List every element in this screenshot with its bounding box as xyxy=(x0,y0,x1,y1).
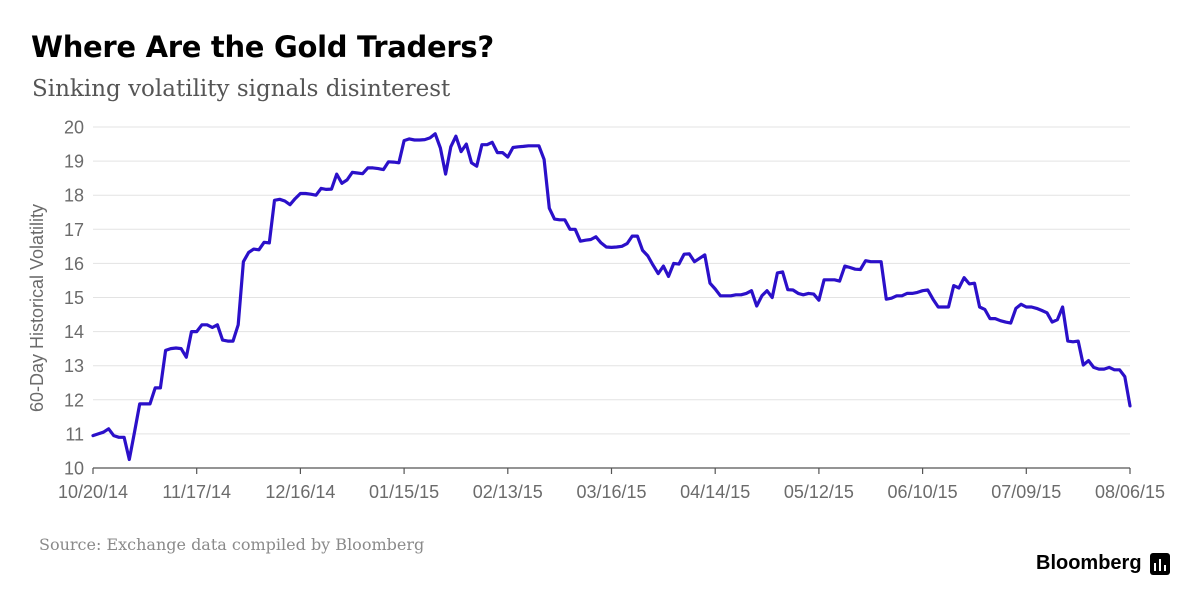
x-tick-label: 08/06/15 xyxy=(1095,482,1165,502)
y-axis-title: 60-Day Historical Volatility xyxy=(27,204,47,412)
gridlines xyxy=(93,126,1130,435)
x-tick-label: 02/13/15 xyxy=(473,482,543,502)
y-tick-label: 16 xyxy=(64,254,84,274)
y-tick-label: 10 xyxy=(64,459,84,479)
y-tick-label: 19 xyxy=(64,152,84,172)
axes: 10 11 12 13 14 15 16 17 18 19 20 10/20/14 11/17/14 12… xyxy=(58,118,1165,503)
y-tick-label: 20 xyxy=(64,118,84,138)
y-tick-label: 12 xyxy=(64,390,84,410)
x-tick-label: 07/09/15 xyxy=(991,482,1061,502)
source-note: Source: Exchange data compiled by Bloomb… xyxy=(39,535,425,554)
y-tick-label: 17 xyxy=(64,220,84,240)
y-tick-label: 18 xyxy=(64,186,84,206)
x-tick-label: 05/12/15 xyxy=(784,482,854,502)
bloomberg-logo: Bloomberg xyxy=(1036,552,1170,575)
x-tick-label: 04/14/15 xyxy=(680,482,750,502)
x-tick-label: 01/15/15 xyxy=(369,482,439,502)
x-tick-label: 11/17/14 xyxy=(162,482,231,502)
y-tick-label: 14 xyxy=(64,322,84,342)
series-line xyxy=(91,132,1132,462)
bloomberg-terminal-icon xyxy=(1149,552,1170,575)
x-tick-label: 10/20/14 xyxy=(58,482,128,502)
x-tick-label: 06/10/15 xyxy=(888,482,958,502)
y-tick-label: 13 xyxy=(64,356,84,376)
y-tick-label: 11 xyxy=(65,424,84,444)
chart-title: Where Are the Gold Traders? xyxy=(31,30,494,64)
y-tick-label: 15 xyxy=(64,288,84,308)
x-tick-label: 03/16/15 xyxy=(576,482,646,502)
brand-name: Bloomberg xyxy=(1036,552,1142,574)
series-layer xyxy=(91,132,1132,462)
chart-subtitle: Sinking volatility signals disinterest xyxy=(32,76,451,102)
x-tick-label: 12/16/14 xyxy=(265,482,335,502)
